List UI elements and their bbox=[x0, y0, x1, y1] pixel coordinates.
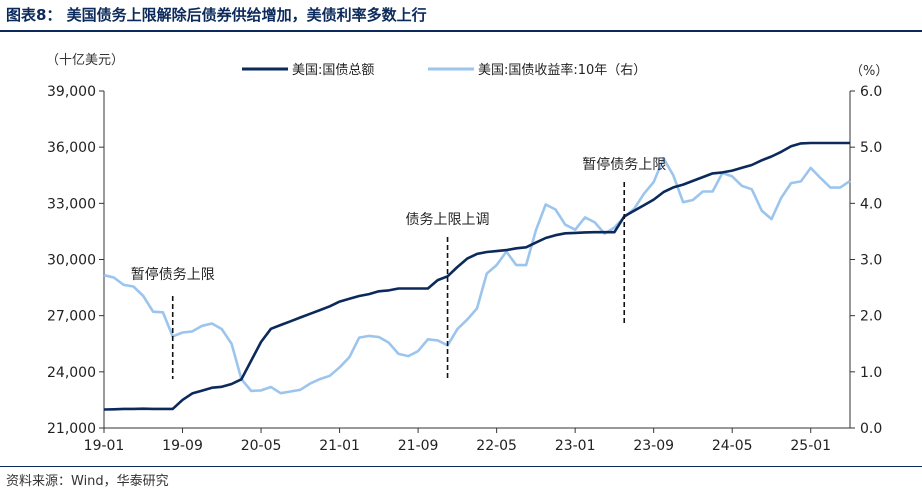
annotation-label: 暂停债务上限 bbox=[582, 156, 666, 173]
right-axis-unit: （%） bbox=[850, 64, 888, 79]
x-tick-label: 19-01 bbox=[84, 438, 125, 454]
left-tick-label: 21,000 bbox=[47, 421, 96, 437]
right-tick-label: 2.0 bbox=[860, 309, 882, 325]
annotation-label: 暂停债务上限 bbox=[131, 266, 215, 283]
series-layer bbox=[103, 141, 851, 411]
right-tick-label: 0.0 bbox=[860, 421, 882, 437]
left-tick-label: 36,000 bbox=[47, 140, 96, 156]
x-tick-label: 20-05 bbox=[241, 438, 282, 454]
title-divider bbox=[0, 30, 922, 32]
source-divider bbox=[0, 466, 922, 467]
x-tick-label: 23-09 bbox=[633, 438, 674, 454]
annotation-label: 债务上限上调 bbox=[406, 212, 490, 228]
left-tick-label: 33,000 bbox=[47, 196, 96, 212]
left-tick-label: 39,000 bbox=[47, 84, 96, 100]
x-tick-label: 22-05 bbox=[476, 438, 517, 454]
right-tick-label: 1.0 bbox=[860, 365, 882, 381]
right-tick-label: 5.0 bbox=[860, 140, 882, 156]
left-tick-label: 30,000 bbox=[47, 253, 96, 269]
x-axis: 19-01 19-09 20-05 21-01 21-09 22-05 23-01 23-09… bbox=[84, 427, 850, 454]
legend-label-treasury-debt: 美国:国债总额 bbox=[292, 63, 374, 78]
left-axis: 39,000 36,000 33,000 30,000 27,000 24,000 21,0… bbox=[47, 84, 105, 437]
series-line-treasury-debt bbox=[103, 141, 850, 411]
left-tick-label: 24,000 bbox=[47, 365, 96, 381]
debt-yield-chart: 39,000 36,000 33,000 30,000 27,000 24,000 21,0… bbox=[46, 53, 888, 454]
legend-label-yield-10y: 美国:国债收益率:10年（右） bbox=[478, 62, 646, 78]
left-axis-unit: （十亿美元） bbox=[46, 53, 124, 68]
page-title: 图表8： 美国债务上限解除后债券供给增加，美债利率多数上行 bbox=[6, 6, 427, 24]
right-tick-label: 6.0 bbox=[860, 84, 882, 100]
legend: 美国:国债总额 美国:国债收益率:10年（右） bbox=[242, 62, 646, 78]
right-tick-label: 3.0 bbox=[860, 253, 882, 269]
x-tick-label: 23-01 bbox=[555, 438, 596, 454]
x-tick-label: 21-09 bbox=[398, 438, 439, 454]
x-tick-label: 24-05 bbox=[712, 438, 753, 454]
x-tick-label: 19-09 bbox=[162, 438, 203, 454]
source-note: 资料来源：Wind，华泰研究 bbox=[6, 474, 169, 489]
right-tick-label: 4.0 bbox=[860, 196, 882, 212]
left-tick-label: 27,000 bbox=[47, 309, 96, 325]
x-tick-label: 25-01 bbox=[790, 438, 831, 454]
x-tick-label: 21-01 bbox=[319, 438, 360, 454]
right-axis: 6.0 5.0 4.0 3.0 2.0 1.0 0.0 bbox=[849, 84, 882, 437]
series-line-yield-10y bbox=[103, 157, 851, 395]
